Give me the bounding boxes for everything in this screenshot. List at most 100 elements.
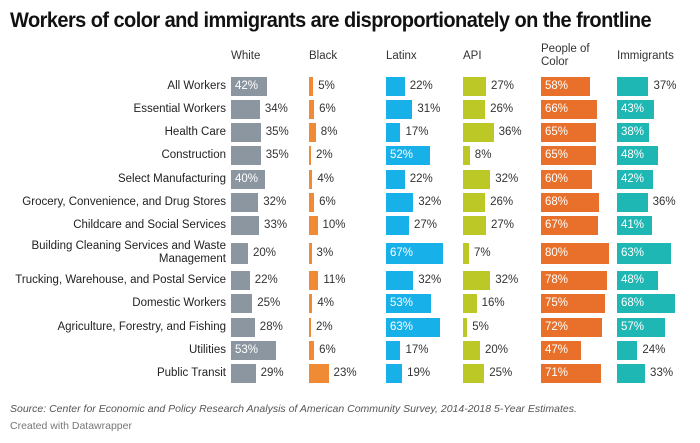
bar-latinx-essential-workers[interactable] — [386, 99, 413, 119]
bar-white-essential-workers[interactable] — [231, 99, 260, 119]
bar-white-domestic-workers[interactable] — [231, 294, 253, 314]
bar-people-of-color-grocery-convenience-and-drug-stores[interactable] — [541, 193, 599, 212]
bar-immigrants-building-cleaning-services-and-waste-management[interactable] — [617, 242, 671, 264]
bar-white-all-workers[interactable] — [231, 76, 267, 96]
bar-black-trucking-warehouse-and-postal-service[interactable] — [309, 270, 319, 290]
bar-people-of-color-all-workers[interactable] — [541, 76, 591, 96]
value-label-white-building-cleaning-services-and-waste-management: 20% — [253, 246, 277, 259]
value-label-people-of-color-select-manufacturing: 60% — [545, 172, 569, 185]
bar-api-grocery-convenience-and-drug-stores[interactable] — [463, 193, 486, 212]
row-label-line: Grocery, Convenience, and Drug Stores — [22, 196, 226, 208]
bar-black-select-manufacturing[interactable] — [309, 169, 313, 189]
bar-white-building-cleaning-services-and-waste-management[interactable] — [231, 242, 248, 264]
bar-immigrants-essential-workers[interactable] — [617, 99, 654, 119]
bar-immigrants-agriculture-forestry-and-fishing[interactable] — [617, 317, 666, 337]
bar-api-building-cleaning-services-and-waste-management[interactable] — [463, 242, 469, 264]
bar-black-public-transit[interactable] — [309, 364, 329, 384]
bar-api-childcare-and-social-services[interactable] — [463, 216, 486, 236]
bar-black-grocery-convenience-and-drug-stores[interactable] — [309, 193, 315, 212]
bar-immigrants-childcare-and-social-services[interactable] — [617, 216, 652, 236]
value-label-immigrants-agriculture-forestry-and-fishing: 57% — [621, 320, 645, 333]
bar-black-utilities[interactable] — [309, 340, 315, 360]
bar-white-public-transit[interactable] — [231, 364, 256, 384]
bar-people-of-color-public-transit[interactable] — [541, 364, 602, 384]
bar-latinx-building-cleaning-services-and-waste-management[interactable] — [386, 242, 443, 264]
bar-people-of-color-domestic-workers[interactable] — [541, 294, 605, 314]
bar-latinx-construction[interactable] — [386, 146, 431, 166]
bar-white-trucking-warehouse-and-postal-service[interactable] — [231, 270, 250, 290]
column-header-latinx: Latinx — [386, 50, 417, 63]
bar-people-of-color-construction[interactable] — [541, 146, 597, 166]
bar-immigrants-health-care[interactable] — [617, 123, 650, 143]
bar-people-of-color-utilities[interactable] — [541, 340, 581, 360]
bar-latinx-grocery-convenience-and-drug-stores[interactable] — [386, 193, 414, 212]
bar-white-grocery-convenience-and-drug-stores[interactable] — [231, 193, 259, 212]
bar-white-construction[interactable] — [231, 146, 261, 166]
bar-black-childcare-and-social-services[interactable] — [309, 216, 318, 236]
value-label-white-select-manufacturing: 40% — [235, 172, 259, 185]
bar-api-agriculture-forestry-and-fishing[interactable] — [463, 317, 468, 337]
bar-immigrants-all-workers[interactable] — [617, 76, 649, 96]
bar-white-agriculture-forestry-and-fishing[interactable] — [231, 317, 255, 337]
bar-black-essential-workers[interactable] — [309, 99, 315, 119]
value-label-latinx-public-transit: 19% — [407, 367, 431, 380]
bar-people-of-color-childcare-and-social-services[interactable] — [541, 216, 598, 236]
value-label-immigrants-domestic-workers: 68% — [621, 297, 645, 310]
value-label-people-of-color-agriculture-forestry-and-fishing: 72% — [545, 320, 569, 333]
row-label-public-transit: Public Transit — [157, 367, 226, 380]
bar-people-of-color-select-manufacturing[interactable] — [541, 169, 592, 189]
bar-black-health-care[interactable] — [309, 123, 316, 143]
value-label-immigrants-utilities: 24% — [642, 343, 666, 356]
bar-immigrants-domestic-workers[interactable] — [617, 294, 675, 314]
bar-black-domestic-workers[interactable] — [309, 294, 313, 314]
value-label-api-domestic-workers: 16% — [481, 297, 505, 310]
bar-white-utilities[interactable] — [231, 340, 277, 360]
bar-api-construction[interactable] — [463, 146, 470, 166]
bar-api-all-workers[interactable] — [463, 76, 486, 96]
bar-api-health-care[interactable] — [463, 123, 494, 143]
bar-api-select-manufacturing[interactable] — [463, 169, 491, 189]
value-label-black-childcare-and-social-services: 10% — [322, 219, 346, 232]
bar-people-of-color-health-care[interactable] — [541, 123, 597, 143]
bar-immigrants-grocery-convenience-and-drug-stores[interactable] — [617, 193, 648, 212]
bar-latinx-utilities[interactable] — [386, 340, 401, 360]
value-label-white-domestic-workers: 25% — [257, 297, 281, 310]
bar-people-of-color-essential-workers[interactable] — [541, 99, 598, 119]
value-label-immigrants-all-workers: 37% — [653, 79, 677, 92]
bar-immigrants-public-transit[interactable] — [617, 364, 646, 384]
bar-people-of-color-building-cleaning-services-and-waste-management[interactable] — [541, 242, 609, 264]
value-label-white-childcare-and-social-services: 33% — [264, 219, 288, 232]
row-label-grocery-convenience-and-drug-stores: Grocery, Convenience, and Drug Stores — [22, 196, 226, 209]
bar-white-childcare-and-social-services[interactable] — [231, 216, 260, 236]
bar-latinx-select-manufacturing[interactable] — [386, 169, 405, 189]
bar-white-health-care[interactable] — [231, 123, 261, 143]
bar-latinx-domestic-workers[interactable] — [386, 294, 432, 314]
value-label-white-public-transit: 29% — [260, 367, 284, 380]
bar-api-utilities[interactable] — [463, 340, 480, 360]
bar-api-trucking-warehouse-and-postal-service[interactable] — [463, 270, 491, 290]
datawrapper-credit[interactable]: Created with Datawrapper — [10, 420, 132, 432]
bar-black-agriculture-forestry-and-fishing[interactable] — [309, 317, 311, 337]
bar-api-essential-workers[interactable] — [463, 99, 486, 119]
bar-people-of-color-agriculture-forestry-and-fishing[interactable] — [541, 317, 603, 337]
bar-black-building-cleaning-services-and-waste-management[interactable] — [309, 242, 312, 264]
bar-latinx-health-care[interactable] — [386, 123, 401, 143]
row-label-line: Domestic Workers — [132, 297, 226, 310]
bar-latinx-agriculture-forestry-and-fishing[interactable] — [386, 317, 440, 337]
row-label-line: Agriculture, Forestry, and Fishing — [57, 320, 226, 333]
bar-immigrants-select-manufacturing[interactable] — [617, 169, 653, 189]
column-header-line: White — [231, 50, 261, 62]
bar-api-domestic-workers[interactable] — [463, 294, 477, 314]
bar-latinx-trucking-warehouse-and-postal-service[interactable] — [386, 270, 414, 290]
bar-latinx-public-transit[interactable] — [386, 364, 403, 384]
bar-black-construction[interactable] — [309, 146, 311, 166]
bar-white-select-manufacturing[interactable] — [231, 169, 265, 189]
bar-immigrants-utilities[interactable] — [617, 340, 638, 360]
bar-latinx-childcare-and-social-services[interactable] — [386, 216, 409, 236]
bar-api-public-transit[interactable] — [463, 364, 485, 384]
bar-immigrants-construction[interactable] — [617, 146, 658, 166]
bar-immigrants-trucking-warehouse-and-postal-service[interactable] — [617, 270, 658, 290]
bar-people-of-color-trucking-warehouse-and-postal-service[interactable] — [541, 270, 608, 290]
bar-black-all-workers[interactable] — [309, 76, 314, 96]
bar-latinx-all-workers[interactable] — [386, 76, 405, 96]
